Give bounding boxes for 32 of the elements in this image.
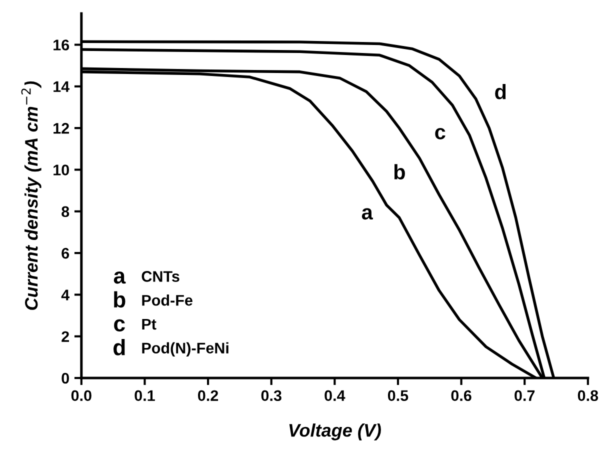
text: a [114,272,126,284]
annotation: Pod(N)-FeNi [142,342,228,357]
y-axis-title: Current density (mA cm$^{−2}$) [21,81,42,310]
y-tick-label: 4 [61,290,70,300]
series-label: a [362,208,373,220]
text: d [114,339,125,356]
annotation: Pt [142,318,156,330]
x-tick-label: 0.7 [514,390,535,402]
y-tick-label: 16 [54,40,70,50]
y-tick-label: 6 [62,248,70,259]
y-tick-label: 12 [54,122,69,134]
series-label: d [495,84,506,100]
y-tick-label: 14 [54,81,70,92]
y-tick-label: 2 [62,331,69,342]
series-label: c [435,128,446,140]
y-tick-label: 0 [62,372,69,384]
series-label: b [394,164,405,180]
text: c [114,319,125,332]
y-tick-label: 8 [62,206,70,218]
x-tick-label: 0.1 [134,390,155,402]
x-tick-label: 0.8 [578,390,598,402]
x-tick-label: 0.6 [451,390,472,402]
y-tick-label: 10 [54,164,69,176]
x-tick-label: 0.0 [71,390,92,402]
annotation: CNTs [142,271,180,282]
x-tick-label: 0.3 [261,390,282,402]
annotation: Pod-Fe [142,294,192,306]
text: b [114,291,126,308]
x-tick-label: 0.5 [388,390,408,402]
x-tick-label: 0.4 [324,390,346,402]
x-tick-label: 0.2 [198,390,218,402]
x-axis-title: Voltage (V) [289,423,381,440]
